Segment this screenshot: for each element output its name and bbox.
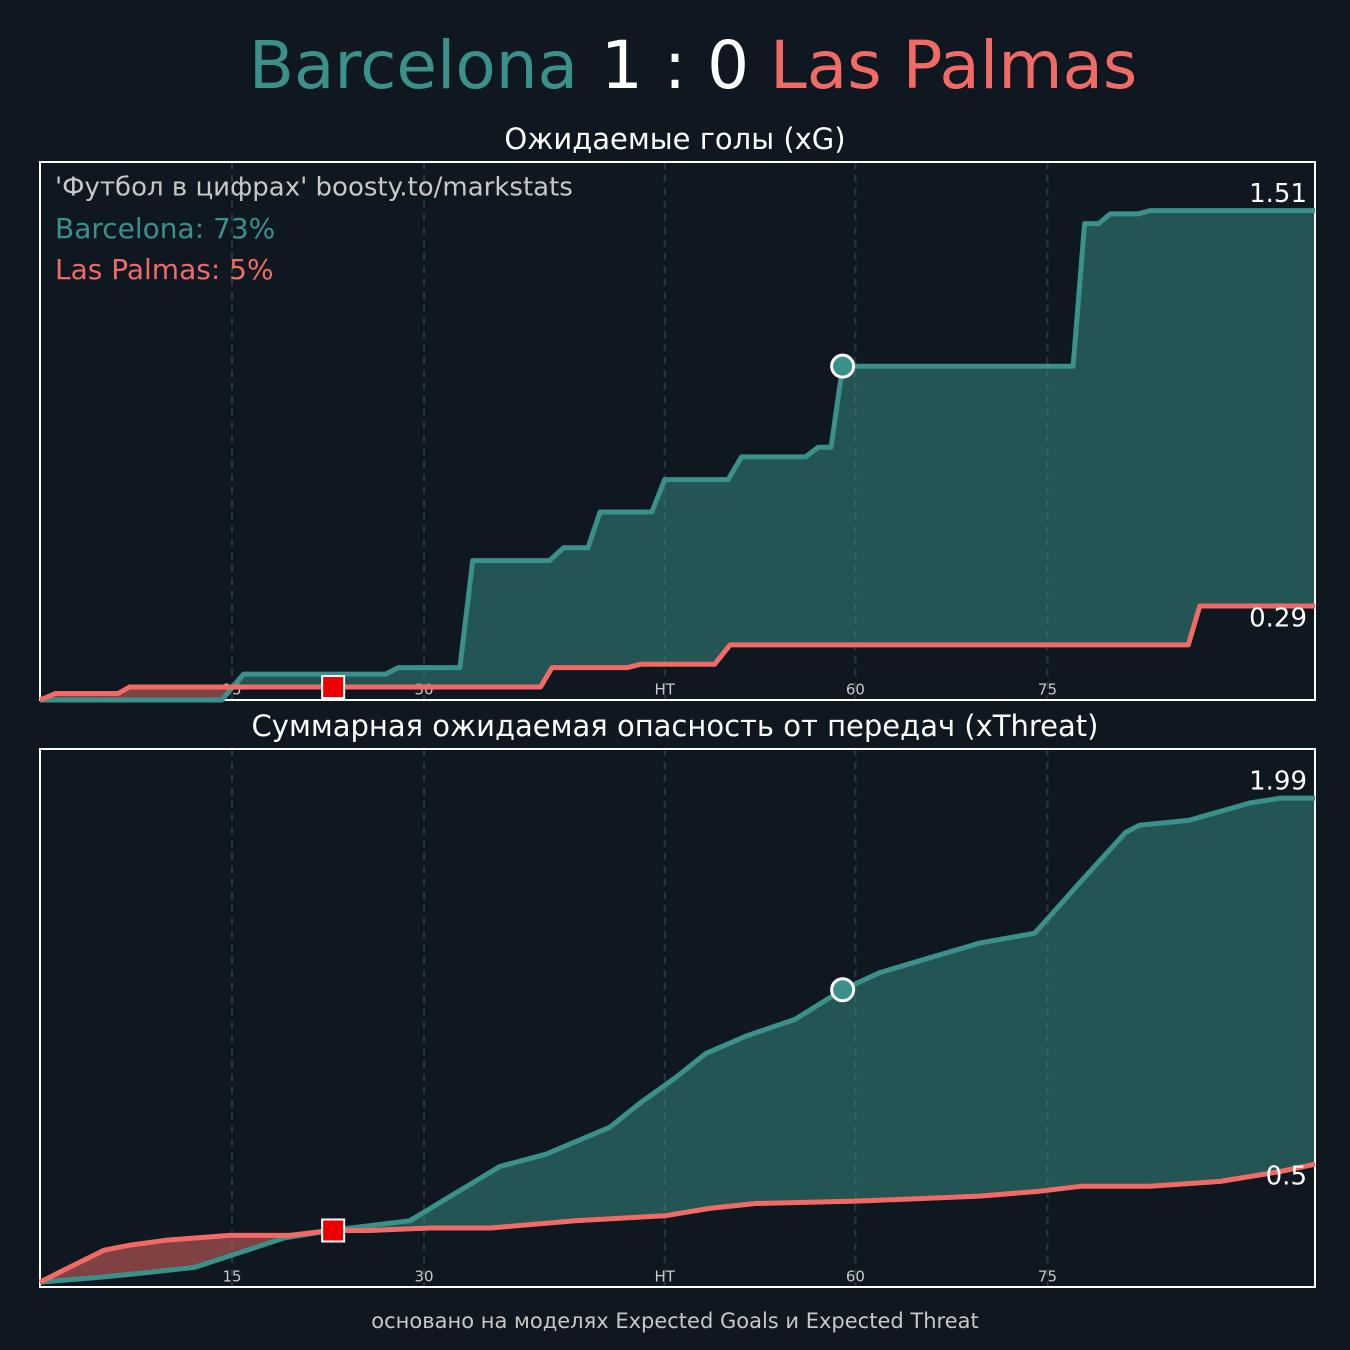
end-label: 1.51	[1249, 179, 1307, 209]
legend-entry: Las Palmas: 5%	[55, 253, 274, 286]
chart-title: Ожидаемые голы (xG)	[504, 122, 845, 156]
red-card-marker	[321, 1218, 346, 1243]
series-line	[38, 1161, 1316, 1285]
annotation: 'Футбол в цифрах' boosty.to/markstats	[55, 173, 573, 203]
end-label: 0.5	[1266, 1162, 1307, 1192]
x-tick-label: 30	[414, 1268, 433, 1286]
goal-marker	[830, 353, 856, 379]
x-tick-label: 60	[846, 681, 865, 699]
series-line	[39, 603, 1315, 703]
x-tick-label: 75	[1038, 681, 1057, 699]
legend-entry: Barcelona: 73%	[55, 212, 275, 245]
red-card-marker	[321, 675, 346, 700]
footer: основано на моделях Expected Goals и Exp…	[371, 1309, 978, 1333]
score: 1 : 0	[601, 27, 749, 104]
goal-marker	[830, 977, 856, 1003]
area	[40, 798, 1315, 1283]
home-team: Barcelona	[249, 27, 578, 104]
x-tick-label: HT	[654, 1268, 675, 1286]
x-tick-label: HT	[654, 681, 675, 699]
plot-frame	[39, 748, 1316, 1288]
end-label: 1.99	[1249, 767, 1307, 797]
x-tick-label: 15	[222, 1268, 241, 1286]
series-line	[40, 208, 1315, 703]
end-label: 0.29	[1249, 604, 1307, 634]
x-tick-label: 75	[1038, 1268, 1057, 1286]
plot-frame	[39, 161, 1316, 701]
x-tick-label: 60	[846, 1268, 865, 1286]
area	[40, 210, 1315, 700]
chart-title: Суммарная ожидаемая опасность от передач…	[252, 709, 1099, 743]
away-team: Las Palmas	[770, 27, 1137, 104]
